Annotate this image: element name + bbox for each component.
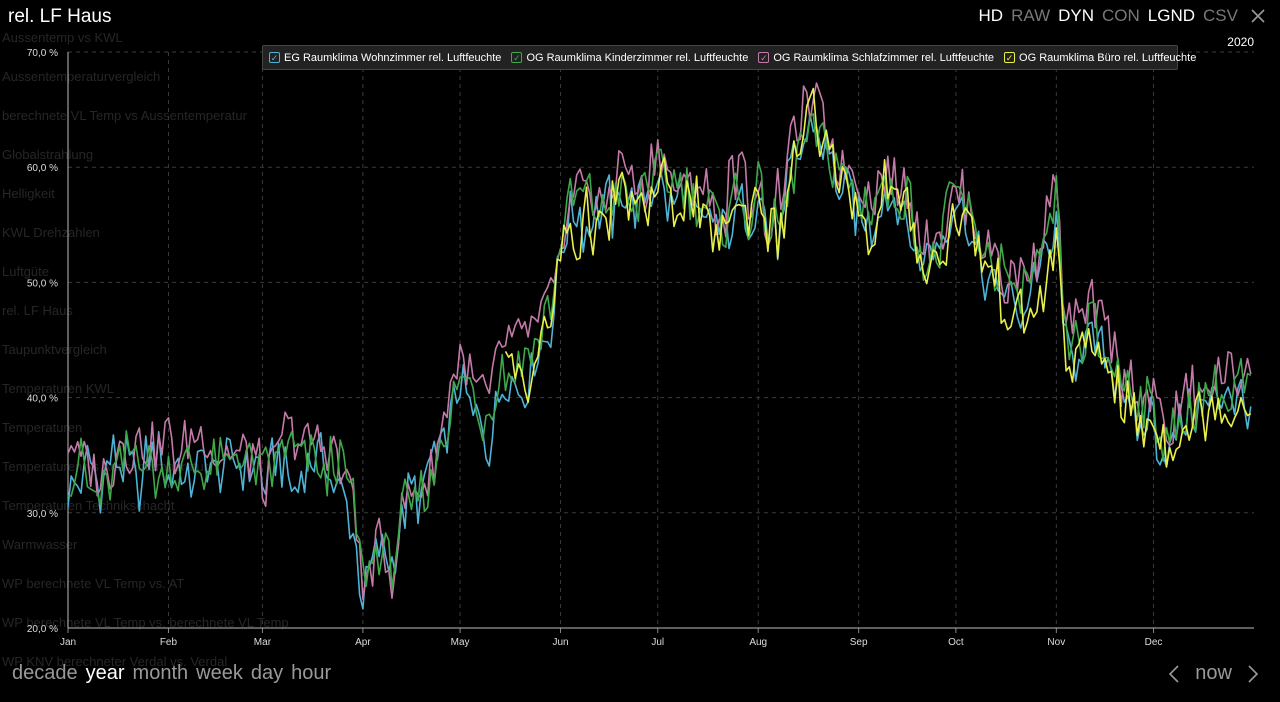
legend-checkbox-icon: ✓ (511, 52, 523, 63)
y-tick-label: 20,0 % (27, 624, 58, 635)
series-line-3 (504, 87, 1252, 468)
chevron-left-icon[interactable] (1167, 664, 1181, 684)
x-tick-label: Apr (355, 637, 371, 648)
x-tick-label: Sep (850, 637, 868, 648)
y-tick-label: 50,0 % (27, 278, 58, 289)
range-hour[interactable]: hour (291, 662, 332, 684)
x-tick-label: Oct (948, 637, 964, 648)
lgnd-toggle[interactable]: LGND (1147, 6, 1196, 25)
range-selector: decade year month week day hour (12, 662, 331, 685)
legend-label: OG Raumklima Büro rel. Luftfeuchte (1019, 51, 1197, 64)
series-line-2 (67, 82, 1252, 600)
x-tick-label: Jul (651, 637, 664, 648)
y-tick-label: 60,0 % (27, 163, 58, 174)
chart-toolbar: HD RAW DYN CON LGND CSV (979, 6, 1266, 26)
x-tick-label: Dec (1145, 637, 1163, 648)
legend-checkbox-icon: ✓ (1004, 52, 1016, 63)
page-title: rel. LF Haus (8, 6, 112, 27)
y-tick-label: 70,0 % (27, 48, 58, 59)
x-tick-label: Jun (552, 637, 568, 648)
con-toggle[interactable]: CON (1102, 6, 1140, 25)
x-tick-label: May (451, 637, 470, 648)
legend-checkbox-icon: ✓ (758, 52, 770, 63)
now-button[interactable]: now (1195, 662, 1232, 684)
legend-label: OG Raumklima Kinderzimmer rel. Luftfeuch… (526, 51, 749, 64)
close-icon[interactable] (1250, 8, 1266, 24)
x-tick-label: Feb (160, 637, 178, 648)
legend-label: OG Raumklima Schlafzimmer rel. Luftfeuch… (773, 51, 995, 64)
legend-item-og-schlafzimmer[interactable]: ✓ OG Raumklima Schlafzimmer rel. Luftfeu… (758, 52, 994, 64)
raw-toggle[interactable]: RAW (1011, 6, 1051, 25)
dyn-toggle[interactable]: DYN (1058, 6, 1095, 25)
legend-item-og-kinderzimmer[interactable]: ✓ OG Raumklima Kinderzimmer rel. Luftfeu… (511, 52, 748, 64)
series-line-0 (67, 113, 1252, 610)
range-day[interactable]: day (250, 662, 284, 684)
legend-item-eg-wohnzimmer[interactable]: ✓ EG Raumklima Wohnzimmer rel. Luftfeuch… (269, 52, 501, 64)
range-year[interactable]: year (85, 662, 125, 684)
range-week[interactable]: week (196, 662, 243, 684)
series-line-1 (68, 113, 1252, 590)
hd-toggle[interactable]: HD (978, 6, 1004, 25)
chevron-right-icon[interactable] (1246, 664, 1260, 684)
legend-checkbox-icon: ✓ (269, 52, 280, 63)
range-decade[interactable]: decade (12, 662, 78, 684)
year-label: 2020 (1227, 35, 1254, 49)
legend-label: EG Raumklima Wohnzimmer rel. Luftfeuchte (284, 51, 502, 64)
y-tick-label: 30,0 % (27, 509, 58, 520)
csv-button[interactable]: CSV (1203, 6, 1238, 25)
x-tick-label: Aug (749, 637, 767, 648)
y-tick-label: 40,0 % (27, 394, 58, 405)
x-tick-label: Mar (254, 637, 272, 648)
x-tick-label: Jan (60, 637, 76, 648)
x-tick-label: Nov (1047, 637, 1065, 648)
time-navigation: now (1167, 662, 1260, 685)
legend-item-og-buero[interactable]: ✓ OG Raumklima Büro rel. Luftfeuchte (1004, 52, 1196, 64)
range-month[interactable]: month (132, 662, 189, 684)
chart-legend: ✓ EG Raumklima Wohnzimmer rel. Luftfeuch… (262, 45, 1196, 70)
